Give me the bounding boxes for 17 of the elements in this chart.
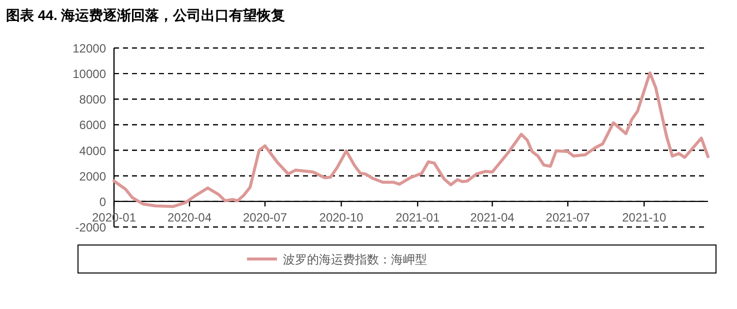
x-tick-label: 2021-04 bbox=[470, 210, 515, 224]
y-tick-label: 6000 bbox=[79, 118, 106, 132]
y-tick-label: -2000 bbox=[75, 220, 106, 234]
chart-title: 图表 44. 海运费逐渐回落，公司出口有望恢复 bbox=[6, 7, 286, 23]
x-tick-label: 2021-01 bbox=[396, 210, 440, 224]
y-tick-label: 8000 bbox=[79, 92, 106, 107]
x-tick-label: 2021-07 bbox=[546, 210, 590, 224]
legend-label: 波罗的海运费指数：海岬型 bbox=[283, 252, 427, 266]
y-tick-label: 4000 bbox=[79, 144, 106, 158]
x-tick-label: 2021-10 bbox=[622, 210, 666, 224]
y-tick-label: 2000 bbox=[79, 169, 106, 184]
x-tick-label: 2020-07 bbox=[242, 210, 288, 224]
y-tick-label: 12000 bbox=[72, 42, 106, 56]
y-tick-label: 10000 bbox=[72, 67, 106, 82]
x-tick-label: 2020-10 bbox=[319, 210, 364, 224]
y-tick-label: 0 bbox=[99, 194, 106, 209]
x-tick-label: 2020-04 bbox=[167, 210, 212, 224]
